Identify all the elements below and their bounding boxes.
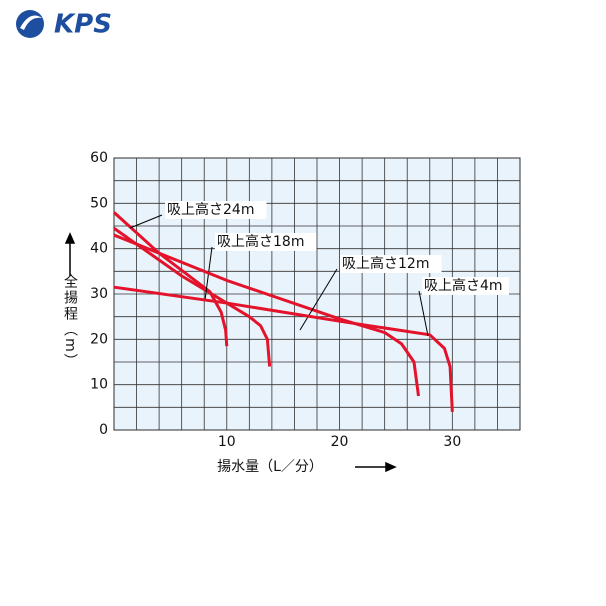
label-bg [422,277,509,295]
series-label: 吸上高さ4m [424,277,503,294]
y-tick-label: 0 [99,422,108,438]
x-tick-label: 10 [218,434,236,450]
y-arrow [64,232,76,276]
label-bg [340,255,442,273]
logo: KPS [16,10,112,40]
series-label: 吸上高さ18m [217,233,304,250]
x-arrow [355,461,397,473]
y-tick-label: 60 [90,150,108,166]
x-tick-label: 20 [331,434,349,450]
label-bg [215,233,317,251]
line-series [113,227,272,367]
y-axis-label: 全揚程（m） [62,273,78,369]
series-label: 吸上高さ12m [342,255,429,272]
series-label: 吸上高さ24m [167,201,254,218]
leader-line [418,290,429,337]
y-tick-label: 40 [90,241,108,257]
brand: KPS [54,10,112,40]
line-series [113,233,420,397]
leader-line [129,214,163,229]
y-tick-label: 20 [90,331,108,347]
x-axis-label: 揚水量（L／分） [217,458,323,475]
y-tick-label: 10 [90,377,108,393]
label-bg [165,201,267,219]
y-tick-label: 30 [90,286,108,302]
line-series [113,285,454,412]
y-tick-label: 50 [90,195,108,211]
x-tick-label: 30 [443,434,461,450]
leader-line [299,268,338,331]
